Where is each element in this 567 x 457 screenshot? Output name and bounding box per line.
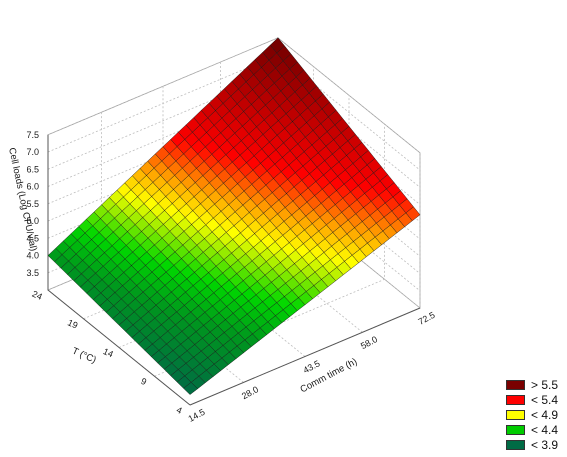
z-tick-label: 6.0 bbox=[26, 182, 39, 192]
legend-label: < 5.4 bbox=[531, 392, 559, 407]
axis-frame-front bbox=[189, 307, 421, 406]
z-tick-label: 4.5 bbox=[26, 233, 39, 243]
surface-layer bbox=[47, 37, 421, 395]
legend-item: < 5.4 bbox=[506, 392, 566, 407]
x-tick-label: 28.0 bbox=[240, 384, 260, 401]
legend-label: > 5.5 bbox=[531, 377, 559, 392]
legend-swatch bbox=[506, 394, 525, 405]
z-tick-label: 7.5 bbox=[26, 130, 39, 140]
z-tick-label: 3.5 bbox=[26, 268, 39, 278]
y-tick-label: 4 bbox=[175, 405, 184, 416]
y-axis-title: T (°C) bbox=[70, 346, 98, 366]
legend-label: < 4.9 bbox=[531, 407, 559, 422]
legend-item: < 4.9 bbox=[506, 407, 566, 422]
legend-item: < 3.9 bbox=[506, 437, 566, 452]
z-tick-label: 5.0 bbox=[26, 216, 39, 226]
x-tick-label: 72.5 bbox=[417, 310, 437, 327]
x-tick-label: 14.5 bbox=[187, 407, 207, 424]
z-tick-label: 6.5 bbox=[26, 164, 39, 174]
y-tick-label: 19 bbox=[66, 317, 79, 330]
x-tick-label: 43.5 bbox=[302, 358, 322, 375]
y-tick-label: 9 bbox=[139, 376, 148, 387]
z-tick-label: 7.0 bbox=[26, 147, 39, 157]
y-tick-label: 14 bbox=[102, 346, 115, 359]
legend-swatch bbox=[506, 424, 525, 435]
x-axis-title: Comm time (h) bbox=[299, 356, 360, 395]
legend-swatch bbox=[506, 379, 525, 390]
legend-swatch bbox=[506, 409, 525, 420]
y-tick-label: 24 bbox=[31, 289, 44, 302]
legend: > 5.5 < 5.4 < 4.9 < 4.4 < 3.9 bbox=[506, 377, 566, 452]
z-tick-label: 5.5 bbox=[26, 199, 39, 209]
surface-cell bbox=[405, 206, 421, 222]
legend-item: < 4.4 bbox=[506, 422, 566, 437]
legend-item: > 5.5 bbox=[506, 377, 566, 392]
legend-label: < 4.4 bbox=[531, 422, 559, 437]
z-tick-label: 4.0 bbox=[26, 251, 39, 261]
axis-frame-left bbox=[47, 134, 191, 406]
x-gridline bbox=[277, 37, 421, 309]
legend-swatch bbox=[506, 439, 525, 450]
legend-label: < 3.9 bbox=[531, 437, 559, 452]
x-tick-label: 58.0 bbox=[359, 334, 379, 351]
